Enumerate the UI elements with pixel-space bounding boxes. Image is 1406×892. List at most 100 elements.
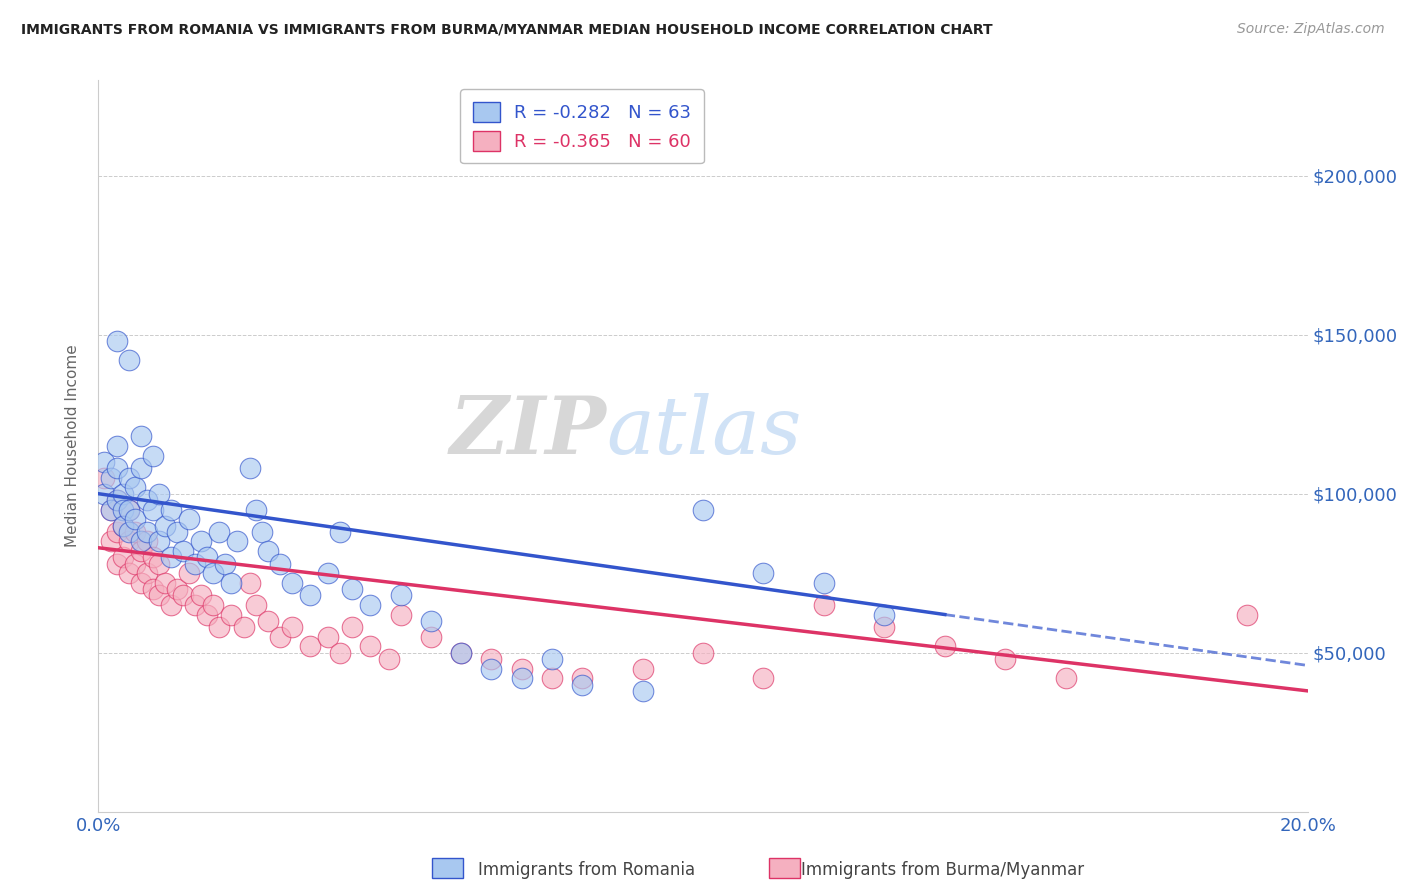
Point — [166, 582, 188, 596]
Point — [873, 620, 896, 634]
Point — [184, 598, 207, 612]
Point — [1054, 671, 1077, 685]
Point — [316, 630, 339, 644]
Point — [190, 589, 212, 603]
Point — [450, 646, 472, 660]
Point — [100, 502, 122, 516]
Point — [752, 671, 775, 685]
Point — [299, 589, 322, 603]
Point — [195, 550, 218, 565]
Point — [172, 589, 194, 603]
Point — [994, 652, 1017, 666]
Point — [342, 582, 364, 596]
Point — [316, 566, 339, 581]
Point — [118, 502, 141, 516]
Point — [481, 662, 503, 676]
Point — [129, 575, 152, 590]
Point — [105, 493, 128, 508]
Point — [299, 640, 322, 654]
Point — [111, 518, 134, 533]
Point — [142, 502, 165, 516]
Point — [813, 598, 835, 612]
Point — [129, 429, 152, 443]
Point — [111, 518, 134, 533]
Point — [93, 486, 115, 500]
Text: IMMIGRANTS FROM ROMANIA VS IMMIGRANTS FROM BURMA/MYANMAR MEDIAN HOUSEHOLD INCOME: IMMIGRANTS FROM ROMANIA VS IMMIGRANTS FR… — [21, 22, 993, 37]
Legend: R = -0.282   N = 63, R = -0.365   N = 60: R = -0.282 N = 63, R = -0.365 N = 60 — [460, 89, 704, 163]
Point — [135, 493, 157, 508]
Point — [631, 662, 654, 676]
Point — [221, 575, 243, 590]
Point — [129, 461, 152, 475]
Point — [160, 550, 183, 565]
Point — [118, 566, 141, 581]
Point — [118, 534, 141, 549]
Y-axis label: Median Household Income: Median Household Income — [65, 344, 80, 548]
Point — [105, 524, 128, 539]
Point — [934, 640, 956, 654]
Point — [752, 566, 775, 581]
Point — [221, 607, 243, 622]
Point — [93, 471, 115, 485]
Text: Immigrants from Romania: Immigrants from Romania — [478, 861, 695, 879]
Point — [124, 524, 146, 539]
Point — [105, 557, 128, 571]
Point — [135, 566, 157, 581]
Point — [813, 575, 835, 590]
Point — [153, 518, 176, 533]
Point — [148, 557, 170, 571]
Point — [360, 598, 382, 612]
Point — [342, 620, 364, 634]
Point — [245, 598, 267, 612]
Point — [179, 566, 201, 581]
Bar — [769, 858, 800, 878]
Point — [135, 524, 157, 539]
Point — [190, 534, 212, 549]
Point — [360, 640, 382, 654]
Point — [148, 589, 170, 603]
Text: ZIP: ZIP — [450, 392, 606, 470]
Point — [245, 502, 267, 516]
Point — [1236, 607, 1258, 622]
Point — [124, 480, 146, 494]
Text: Immigrants from Burma/Myanmar: Immigrants from Burma/Myanmar — [801, 861, 1084, 879]
Point — [226, 534, 249, 549]
Point — [239, 575, 262, 590]
Point — [100, 471, 122, 485]
Bar — [432, 858, 463, 878]
Point — [172, 544, 194, 558]
Point — [105, 493, 128, 508]
Point — [142, 449, 165, 463]
Point — [105, 334, 128, 348]
Point — [208, 524, 231, 539]
Point — [389, 589, 412, 603]
Point — [202, 598, 225, 612]
Point — [250, 524, 273, 539]
Point — [256, 544, 278, 558]
Point — [269, 557, 291, 571]
Point — [160, 502, 183, 516]
Point — [118, 524, 141, 539]
Point — [540, 671, 562, 685]
Point — [281, 575, 304, 590]
Point — [166, 524, 188, 539]
Point — [195, 607, 218, 622]
Point — [111, 502, 134, 516]
Point — [692, 502, 714, 516]
Point — [269, 630, 291, 644]
Point — [148, 486, 170, 500]
Point — [540, 652, 562, 666]
Point — [184, 557, 207, 571]
Point — [111, 486, 134, 500]
Point — [329, 646, 352, 660]
Point — [692, 646, 714, 660]
Point — [160, 598, 183, 612]
Point — [281, 620, 304, 634]
Point — [118, 471, 141, 485]
Point — [329, 524, 352, 539]
Point — [100, 502, 122, 516]
Point — [202, 566, 225, 581]
Point — [93, 455, 115, 469]
Point — [148, 534, 170, 549]
Point — [142, 550, 165, 565]
